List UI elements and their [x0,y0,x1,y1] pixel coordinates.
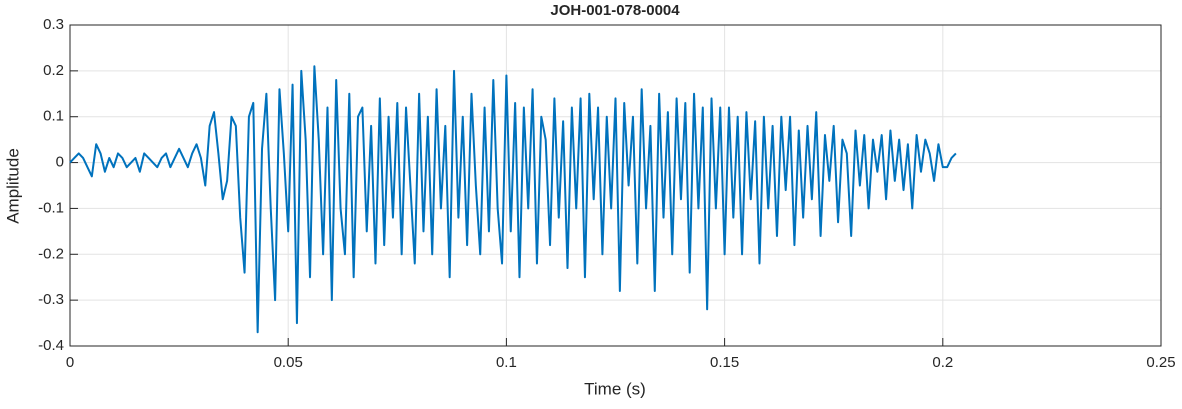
y-tick-label: 0.2 [43,62,64,79]
x-tick-label: 0 [66,354,74,371]
y-axis-label: Amplitude [3,148,22,224]
chart-title: JOH-001-078-0004 [550,2,680,19]
x-tick-label: 0.1 [496,354,517,371]
y-tick-label: -0.2 [38,245,64,262]
x-axis-label: Time (s) [584,379,646,398]
waveform-line [69,65,957,334]
y-tick-label: -0.3 [38,291,64,308]
axes-box [69,24,1162,347]
y-tick-label: 0 [56,154,64,171]
x-tick-label: 0.05 [274,354,303,371]
y-tick-label: -0.1 [38,199,64,216]
x-tick-label: 0.15 [710,354,739,371]
plot-area [70,25,1161,346]
y-tick-label: 0.1 [43,108,64,125]
x-tick-label: 0.25 [1146,354,1175,371]
x-tick-label: 0.2 [932,354,953,371]
y-tick-label: 0.3 [43,16,64,33]
y-tick-label: -0.4 [38,337,64,354]
